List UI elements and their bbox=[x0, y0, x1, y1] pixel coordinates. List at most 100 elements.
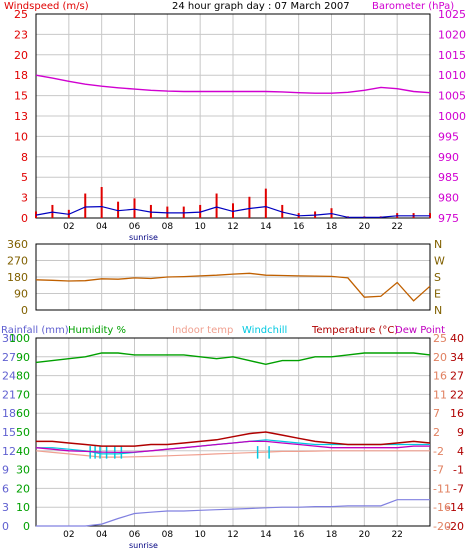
p3-temp-left-tick-2: 2 bbox=[433, 426, 440, 439]
p2-left-tick-360: 360 bbox=[7, 238, 28, 251]
legend-indoor-temp: Indoor temp bbox=[172, 325, 233, 336]
p1-right-tick-975: 975 bbox=[438, 212, 459, 225]
wind-average-line bbox=[35, 205, 430, 218]
p3-temp-left-tick--16: -16 bbox=[433, 501, 451, 514]
p3-temp-right-tick--1: -1 bbox=[453, 464, 464, 477]
p3-hum-tick-30: 30 bbox=[16, 464, 30, 477]
p1-x-tick-12: 12 bbox=[227, 222, 238, 232]
p3-x-tick-16: 16 bbox=[293, 530, 305, 540]
p2-right-tick-E-1: E bbox=[434, 288, 441, 301]
humidity-line bbox=[35, 352, 431, 366]
barometer-axis-title: Barometer (hPa) bbox=[372, 1, 454, 12]
p3-x-tick-18: 18 bbox=[326, 530, 338, 540]
p3-x-tick-20: 20 bbox=[359, 530, 371, 540]
p3-temp-right-tick-4: 4 bbox=[457, 445, 464, 458]
temperature-line bbox=[36, 431, 431, 447]
p3-rain-tick-0: 0 bbox=[2, 520, 9, 533]
p1-right-tick-980: 980 bbox=[438, 192, 459, 205]
sunrise-label-top: sunrise bbox=[129, 233, 158, 242]
p3-x-tick-14: 14 bbox=[260, 530, 272, 540]
p3-rain-tick-3: 3 bbox=[2, 501, 9, 514]
legend-windchill: Windchill bbox=[242, 325, 287, 336]
p1-right-tick-990: 990 bbox=[438, 151, 459, 164]
p1-x-tick-16: 16 bbox=[293, 222, 305, 232]
p3-hum-tick-20: 20 bbox=[16, 482, 30, 495]
legend-dew-point: Dew Point bbox=[395, 325, 445, 336]
p3-hum-tick-0: 0 bbox=[23, 520, 30, 533]
p2-left-tick-0: 0 bbox=[21, 304, 28, 317]
p1-x-tick-06: 06 bbox=[129, 222, 141, 232]
p3-hum-tick-70: 70 bbox=[16, 388, 30, 401]
p2-right-tick-W-3: W bbox=[434, 255, 445, 268]
p3-rain-tick-21: 21 bbox=[2, 388, 16, 401]
p3-hum-tick-100: 100 bbox=[9, 332, 30, 345]
p1-left-tick-10: 10 bbox=[14, 130, 28, 143]
p2-right-tick-N-0: N bbox=[434, 304, 442, 317]
p1-right-tick-1000: 1000 bbox=[438, 110, 466, 123]
p1-right-tick-1025: 1025 bbox=[438, 8, 466, 21]
p1-left-tick-8: 8 bbox=[21, 151, 28, 164]
dew-point-line bbox=[35, 440, 430, 454]
p3-rain-tick-15: 15 bbox=[2, 426, 16, 439]
p1-x-tick-22: 22 bbox=[391, 222, 402, 232]
p3-temp-right-tick-34: 34 bbox=[450, 351, 464, 364]
p3-x-tick-04: 04 bbox=[96, 530, 108, 540]
p3-hum-tick-60: 60 bbox=[16, 407, 30, 420]
p3-temp-left-tick-25: 25 bbox=[433, 332, 447, 345]
p1-left-tick-18: 18 bbox=[14, 69, 28, 82]
p3-temp-right-tick-9: 9 bbox=[457, 426, 464, 439]
p1-left-tick-25: 25 bbox=[14, 8, 28, 21]
p3-temp-right-tick-40: 40 bbox=[450, 332, 464, 345]
p3-rain-tick-6: 6 bbox=[2, 482, 9, 495]
p1-x-tick-02: 02 bbox=[63, 222, 74, 232]
p3-rain-tick-27: 27 bbox=[2, 351, 16, 364]
p1-left-tick-5: 5 bbox=[21, 171, 28, 184]
windspeed-axis-title: Windspeed (m/s) bbox=[4, 1, 89, 12]
rainfall-line bbox=[36, 499, 430, 527]
p3-x-tick-12: 12 bbox=[227, 530, 238, 540]
p1-right-tick-1005: 1005 bbox=[438, 90, 466, 103]
p1-left-tick-20: 20 bbox=[14, 49, 28, 62]
p1-right-tick-1020: 1020 bbox=[438, 28, 466, 41]
p1-right-tick-1015: 1015 bbox=[438, 49, 466, 62]
p1-x-tick-18: 18 bbox=[326, 222, 338, 232]
p3-temp-left-tick--7: -7 bbox=[433, 464, 444, 477]
p3-rain-tick-12: 12 bbox=[2, 445, 16, 458]
p3-rain-tick-30: 30 bbox=[2, 332, 16, 345]
indoor-temp-line bbox=[35, 450, 430, 458]
p1-left-tick-23: 23 bbox=[14, 28, 28, 41]
p3-x-tick-22: 22 bbox=[391, 530, 402, 540]
p2-right-tick-S-2: S bbox=[434, 271, 441, 284]
p1-right-tick-985: 985 bbox=[438, 171, 459, 184]
p3-hum-tick-90: 90 bbox=[16, 351, 30, 364]
p3-rain-tick-24: 24 bbox=[2, 370, 16, 383]
p3-hum-tick-50: 50 bbox=[16, 426, 30, 439]
legend-temperature: Temperature (°C) bbox=[311, 325, 398, 336]
p3-rain-tick-9: 9 bbox=[2, 464, 9, 477]
p3-temp-left-tick-20: 20 bbox=[433, 351, 447, 364]
p1-left-tick-3: 3 bbox=[21, 192, 28, 205]
p3-temp-right-tick-16: 16 bbox=[450, 407, 464, 420]
p3-temp-right-tick-27: 27 bbox=[450, 370, 464, 383]
p3-temp-left-tick--11: -11 bbox=[433, 482, 451, 495]
p3-hum-tick-80: 80 bbox=[16, 370, 30, 383]
p1-x-tick-14: 14 bbox=[260, 222, 272, 232]
wind-barometer-panel: 02 04 06 08 10 12 14 16 18 20 22 0 3 5 8 10 13 15 18 20 23 25… bbox=[14, 8, 466, 232]
p2-left-tick-270: 270 bbox=[7, 255, 28, 268]
p1-left-tick-15: 15 bbox=[14, 90, 28, 103]
p3-frame bbox=[35, 337, 431, 527]
p3-temp-left-tick--20: -20 bbox=[433, 520, 451, 533]
legend-rainfall: Rainfall (mm) bbox=[1, 325, 69, 336]
p3-x-tick-06: 06 bbox=[129, 530, 141, 540]
p3-temp-right-tick--14: -14 bbox=[446, 501, 464, 514]
p3-temp-left-tick-16: 16 bbox=[433, 370, 447, 383]
p1-x-tick-04: 04 bbox=[96, 222, 108, 232]
rain-humidity-temperature-panel: 02 04 06 08 10 12 14 16 18 20 22036912151821242730… bbox=[2, 332, 464, 540]
barometer-line bbox=[35, 74, 431, 94]
p3-temp-left-tick-11: 11 bbox=[433, 388, 447, 401]
p3-x-tick-02: 02 bbox=[63, 530, 74, 540]
p3-rain-tick-18: 18 bbox=[2, 407, 16, 420]
wind-direction-line bbox=[35, 272, 431, 302]
